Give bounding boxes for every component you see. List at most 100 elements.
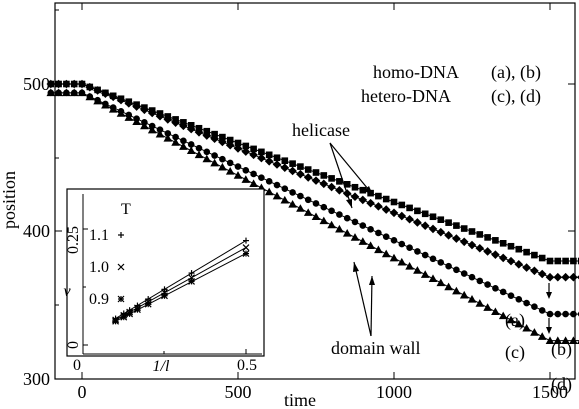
series-point-b-35 [319,179,329,189]
series-point-d-15 [163,133,173,142]
series-point-c-23 [226,159,234,167]
annotation-helicase: helicase [292,120,350,140]
series-point-b-27 [257,153,266,163]
series-point-a-61 [523,248,530,256]
legend-homo-dna-labels: (a), (b) [491,62,541,83]
series-point-c-60 [515,296,523,303]
series-point-d-10 [124,113,134,121]
series-point-a-39 [351,183,359,191]
inset-legend-1.0: 1.0 [89,259,109,276]
series-point-a-28 [265,151,273,159]
series-point-d-1 [54,88,63,97]
series-point-d-38 [342,228,352,237]
series-point-c-49 [429,255,437,263]
series-point-c-20 [203,148,211,156]
series-point-b-21 [210,134,219,144]
series-point-c-18 [187,141,195,148]
series-point-b-54 [467,240,477,250]
series-point-c-22 [219,155,226,163]
series-point-d-21 [210,158,219,167]
series-point-a-20 [203,127,211,135]
series-label-d: (d) [551,374,572,395]
series-point-c-57 [492,284,499,292]
series-point-c-65 [554,310,562,318]
series-point-a-47 [414,207,421,215]
series-point-a-33 [304,166,312,173]
series-point-b-25 [241,147,251,156]
series-point-a-52 [453,222,460,229]
series-point-b-50 [436,227,446,237]
series-point-d-4 [77,88,87,97]
series-point-d-32 [296,204,305,212]
series-point-a-26 [250,145,257,153]
series-point-c-42 [375,229,382,237]
series-point-a-23 [226,136,234,144]
series-point-a-29 [273,154,281,162]
series-point-b-12 [140,105,149,115]
series-point-c-21 [211,152,218,159]
series-point-b-2 [62,79,71,89]
x-axis-label: time [284,390,316,409]
inset-point-1.1-6 [188,270,195,277]
series-point-c-46 [406,244,413,252]
inset-y-axis-label: v [63,283,71,300]
series-point-c-43 [382,233,390,240]
inset-chart: 0 0.25 0 0.5 1/l v T 1.1 1.0 0.9 [63,188,265,375]
series-point-c-39 [351,218,359,226]
inset-point-1.0-7 [242,244,250,251]
inset-x-axis-label: 1/l [153,358,170,375]
inset-point-0.9-3 [134,306,141,314]
x-tick-label-1000: 1000 [376,382,412,402]
series-point-b-48 [420,221,430,230]
series-point-c-31 [289,189,296,196]
domain-wall-arrowhead-1 [353,262,359,272]
series-point-d-35 [319,216,329,225]
inset-legend-0.9: 0.9 [89,291,109,308]
series-point-a-56 [484,234,491,241]
series-point-c-16 [172,133,179,141]
series-point-b-31 [288,166,297,176]
series-point-c-63 [538,307,546,314]
series-point-b-26 [249,150,258,160]
inset-point-0.9-2 [126,310,134,318]
series-point-a-32 [297,163,304,170]
series-point-b-17 [179,121,188,131]
series-point-d-3 [69,88,79,97]
series-point-b-4 [77,79,87,89]
series-point-b-33 [303,173,313,182]
series-point-b-43 [381,205,391,214]
series-point-b-34 [311,176,321,185]
series-point-d-7 [101,100,110,109]
series-point-b-63 [537,269,547,279]
series-point-b-10 [124,99,134,108]
series-point-c-40 [359,222,367,229]
inset-legend-markers [117,232,125,303]
series-point-a-45 [398,201,406,209]
series-point-c-67 [570,310,577,318]
series-point-d-12 [140,121,149,130]
series-point-b-8 [108,92,118,102]
series-point-d-37 [335,224,344,233]
series-point-d-66 [561,336,570,344]
series-point-b-42 [374,202,383,211]
series-point-b-62 [530,266,539,276]
series-point-b-32 [296,169,305,179]
series-point-d-9 [116,109,126,117]
series-point-a-46 [406,204,413,212]
series-point-d-22 [218,162,227,171]
inset-point-0.9-1 [120,313,128,321]
series-point-d-61 [522,323,531,332]
series-point-a-50 [437,216,445,223]
y-tick-label-300: 300 [23,369,50,389]
series-point-c-58 [499,288,507,296]
series-point-b-0 [46,79,56,89]
inset-point-1.1-5 [161,286,168,293]
series-point-c-15 [164,130,172,137]
series-point-d-52 [452,286,461,295]
series-point-d-42 [374,245,383,254]
series-point-b-15 [163,115,173,124]
series-point-c-35 [320,203,328,211]
series-point-d-34 [311,212,321,221]
series-point-b-5 [85,82,95,92]
